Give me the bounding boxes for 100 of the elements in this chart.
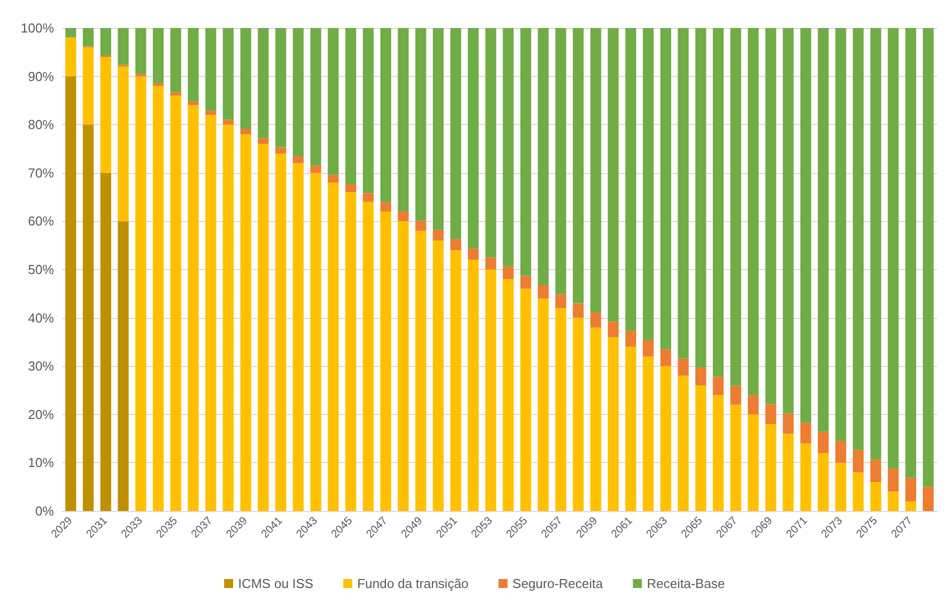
bar [135, 28, 146, 74]
bar [538, 284, 549, 298]
bar [852, 472, 864, 511]
bar [870, 482, 882, 511]
bar [502, 28, 514, 267]
bar [538, 28, 549, 285]
y-tick-label: 100% [20, 20, 54, 36]
bar [398, 221, 409, 511]
bar [170, 28, 182, 92]
bar [432, 230, 444, 241]
bar [800, 422, 812, 444]
bar [258, 28, 269, 138]
y-tick-label: 90% [28, 68, 54, 84]
bar [362, 193, 374, 202]
bar [520, 288, 532, 511]
bar [818, 453, 829, 511]
bar [118, 66, 129, 222]
bar [468, 260, 479, 511]
bar [765, 404, 776, 424]
bar [835, 440, 846, 463]
bar [678, 376, 689, 511]
bar [922, 486, 934, 511]
bar [502, 266, 514, 280]
bar [590, 312, 602, 328]
bar [590, 327, 602, 511]
bar [82, 28, 94, 46]
y-tick-label: 50% [28, 262, 54, 277]
y-tick-label: 20% [28, 406, 54, 422]
bar [222, 28, 234, 120]
bar [328, 182, 339, 511]
bar [65, 38, 76, 76]
bar [870, 28, 882, 460]
bar [118, 28, 129, 65]
bar [205, 28, 216, 111]
bar [135, 74, 146, 76]
bar [520, 28, 532, 276]
bar [870, 459, 882, 482]
bar [222, 120, 234, 125]
bar [642, 340, 654, 356]
bar [415, 230, 426, 511]
bar [888, 468, 899, 492]
bar [905, 28, 916, 478]
bar [678, 28, 689, 358]
bar [572, 318, 584, 511]
bar [398, 28, 409, 212]
bar [450, 239, 462, 250]
bar [118, 221, 129, 511]
bar [520, 276, 532, 289]
bar [625, 330, 636, 347]
bar [502, 279, 514, 511]
bar [292, 156, 304, 164]
bar [590, 28, 602, 312]
bar [188, 28, 199, 102]
bar [135, 76, 146, 511]
bar [310, 172, 322, 511]
bar [608, 322, 619, 338]
bar [608, 28, 619, 322]
y-tick-label: 30% [28, 358, 54, 374]
bar [782, 434, 794, 511]
bar [905, 478, 916, 502]
y-tick-label: 70% [28, 165, 54, 180]
bar [222, 124, 234, 511]
bar [642, 356, 654, 511]
bar [345, 184, 356, 192]
bar [695, 28, 706, 368]
bar [748, 28, 759, 396]
bar [380, 28, 392, 202]
bar [625, 28, 636, 331]
bar [555, 294, 566, 308]
legend-label: Fundo da transição [357, 576, 469, 591]
bar [468, 28, 479, 248]
bar [362, 202, 374, 511]
y-tick-label: 80% [28, 117, 54, 132]
bar [712, 395, 724, 511]
bar [695, 385, 706, 511]
bar [922, 28, 934, 487]
bar [888, 28, 899, 468]
bar [695, 368, 706, 386]
bar [678, 358, 689, 376]
bar [660, 349, 672, 366]
bar [800, 28, 812, 423]
legend-label: ICMS ou ISS [238, 576, 314, 591]
bar [485, 270, 496, 511]
bar [468, 248, 479, 260]
bar [275, 28, 286, 148]
bar [292, 163, 304, 511]
bar [100, 28, 112, 56]
bar [292, 28, 304, 156]
bar [712, 28, 724, 377]
bar [852, 28, 864, 450]
bar [748, 395, 759, 414]
bar [660, 366, 672, 511]
bar [538, 298, 549, 511]
bar [905, 501, 916, 511]
bar [328, 28, 339, 175]
bar [450, 250, 462, 511]
bar [730, 28, 742, 386]
bar [730, 386, 742, 405]
y-tick-label: 60% [28, 214, 54, 229]
bar [152, 83, 164, 86]
